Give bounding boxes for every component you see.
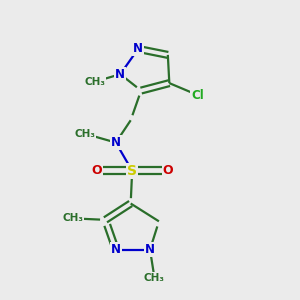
Text: Cl: Cl (191, 88, 204, 101)
Text: CH₃: CH₃ (62, 213, 83, 224)
Text: N: N (145, 243, 155, 256)
Text: N: N (111, 243, 121, 256)
Text: N: N (115, 68, 125, 81)
Text: O: O (163, 164, 173, 177)
Text: S: S (127, 164, 137, 178)
Text: N: N (111, 136, 121, 149)
Text: CH₃: CH₃ (85, 76, 106, 87)
Text: O: O (91, 164, 102, 177)
Text: CH₃: CH₃ (144, 273, 165, 283)
Text: CH₃: CH₃ (74, 129, 95, 139)
Text: N: N (133, 42, 143, 56)
